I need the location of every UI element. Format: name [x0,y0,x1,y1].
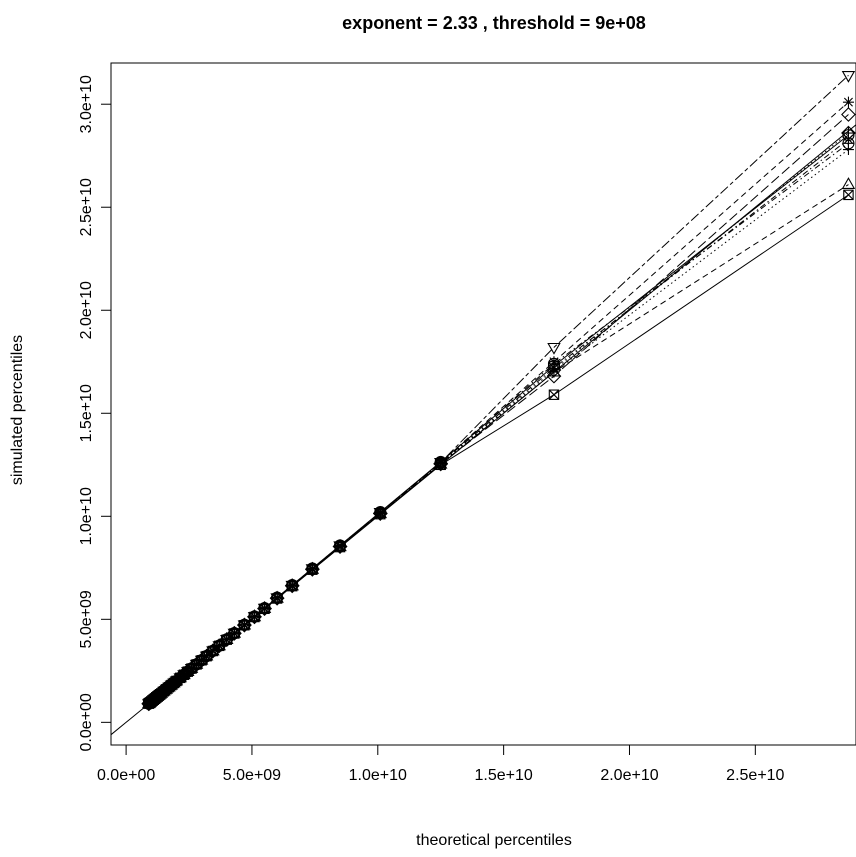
data-point [181,665,194,678]
data-point [842,137,855,150]
data-point [238,618,251,631]
series-markers-2 [142,177,856,709]
data-point [271,591,284,604]
x-axis-title: theoretical percentiles [416,832,572,849]
data-point [374,506,387,519]
series-line-6 [148,74,849,705]
y-tick-label: 3.0e+10 [78,75,95,133]
series-markers-10 [142,137,855,710]
y-tick-label: 5.0e+09 [78,590,95,648]
data-point [548,389,560,400]
data-point [434,456,447,469]
data-point [306,562,319,575]
data-point [547,357,561,370]
series-markers-7 [143,189,854,709]
data-point [843,189,854,201]
x-tick-label: 2.0e+10 [600,767,658,784]
series-line-2 [148,184,849,705]
y-tick-label: 1.0e+10 [78,487,95,545]
series-line-4 [148,138,849,705]
data-point [842,96,854,108]
y-tick-label: 2.5e+10 [78,178,95,236]
data-point [547,342,561,355]
data-point [841,177,856,189]
data-point [841,107,856,122]
data-point [228,627,241,640]
data-point [841,70,856,83]
x-tick-label: 5.0e+09 [223,767,281,784]
x-tick-label: 0.0e+00 [97,767,155,784]
x-tick-label: 1.0e+10 [349,767,407,784]
x-tick-label: 2.5e+10 [726,767,784,784]
data-point [213,639,226,652]
series-line-7 [148,194,849,705]
y-tick-label: 1.5e+10 [78,384,95,442]
series-line-10 [148,142,849,705]
data-point [333,539,347,552]
data-point [220,633,233,646]
data-point [546,368,562,384]
data-point [248,610,261,623]
x-axis: 0.0e+00 5.0e+09 1.0e+10 1.5e+10 2.0e+10 2.5e+… [97,744,785,784]
y-axis-title: simulated percentiles [9,335,26,485]
chart-title: exponent = 2.33 , threshold = 9e+08 [342,13,646,33]
y-tick-label: 2.0e+10 [78,281,95,339]
data-point [258,602,271,615]
data-point [286,579,299,592]
y-axis: 0.0e+00 5.0e+09 1.0e+10 1.5e+10 2.0e+10 2.5e+… [78,75,111,751]
plot-area [111,70,856,736]
y-tick-label: 0.0e+00 [78,693,95,751]
x-tick-label: 1.5e+10 [474,767,532,784]
